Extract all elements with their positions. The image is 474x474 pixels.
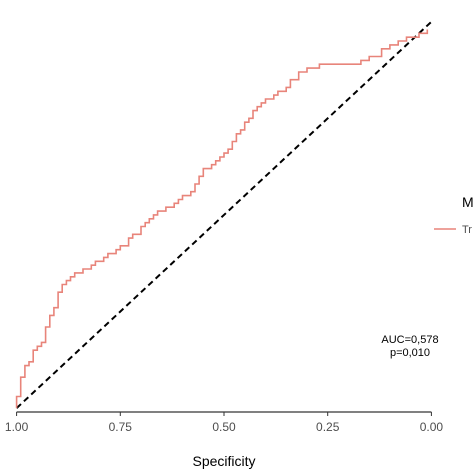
reference-diagonal (15, 20, 433, 409)
x-tick-label: 0.25 (316, 420, 340, 434)
x-tick-label: 0.75 (109, 420, 133, 434)
p-value-annotation: p=0,010 (390, 347, 430, 359)
x-tick-label: 0.00 (420, 420, 444, 434)
auc-annotation: AUC=0,578 (381, 334, 438, 346)
x-tick-label: 1.00 (5, 420, 29, 434)
legend: M Tr (434, 194, 474, 236)
x-axis-title: Specificity (192, 453, 255, 469)
legend-title: M (462, 194, 474, 210)
plot-area (15, 20, 433, 409)
legend-label-tr: Tr (462, 224, 472, 236)
roc-curve-line (15, 29, 429, 409)
x-axis-ticks: 1.00 0.75 0.50 0.25 0.00 (5, 412, 443, 434)
x-axis: 1.00 0.75 0.50 0.25 0.00 (5, 411, 443, 434)
x-tick-label: 0.50 (212, 420, 236, 434)
